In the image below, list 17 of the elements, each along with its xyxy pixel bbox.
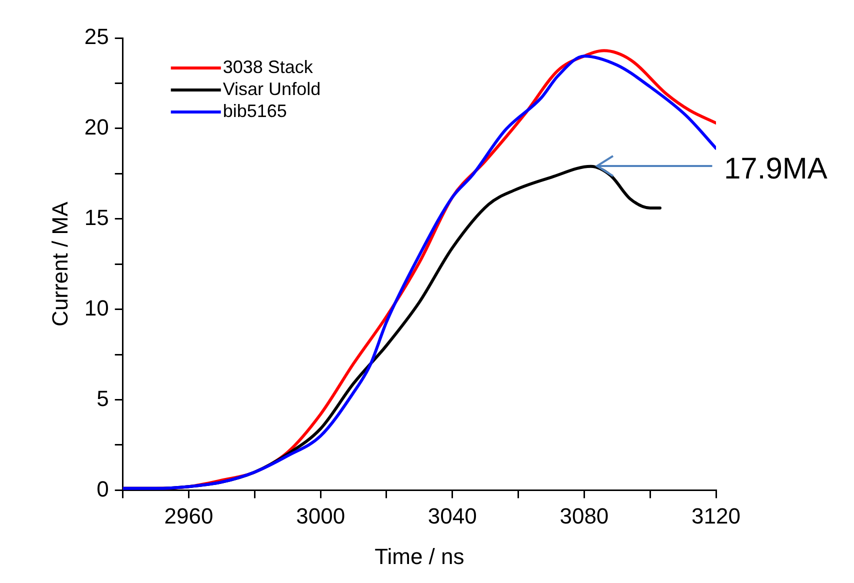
y-tick-label: 10 bbox=[84, 295, 109, 320]
x-tick-label: 3080 bbox=[560, 503, 609, 528]
x-tick-label: 2960 bbox=[164, 503, 214, 528]
legend-label: bib5165 bbox=[222, 100, 287, 121]
x-tick-label: 3040 bbox=[428, 503, 477, 528]
y-tick-label: 15 bbox=[84, 204, 109, 230]
y-tick-label: 5 bbox=[96, 386, 109, 411]
y-tick-label: 25 bbox=[84, 24, 109, 50]
y-axis-title: Current / MA bbox=[47, 201, 72, 326]
legend-label: Visar Unfold bbox=[222, 78, 321, 99]
annotation: 17.9MA bbox=[724, 152, 828, 186]
x-tick-label: 3000 bbox=[296, 503, 346, 528]
x-axis-title: Time / ns bbox=[374, 544, 464, 569]
x-tick-label: 3120 bbox=[692, 503, 740, 528]
y-tick-label: 0 bbox=[96, 476, 109, 502]
y-tick-label: 20 bbox=[84, 114, 109, 140]
legend-label: 3038 Stack bbox=[222, 56, 314, 77]
